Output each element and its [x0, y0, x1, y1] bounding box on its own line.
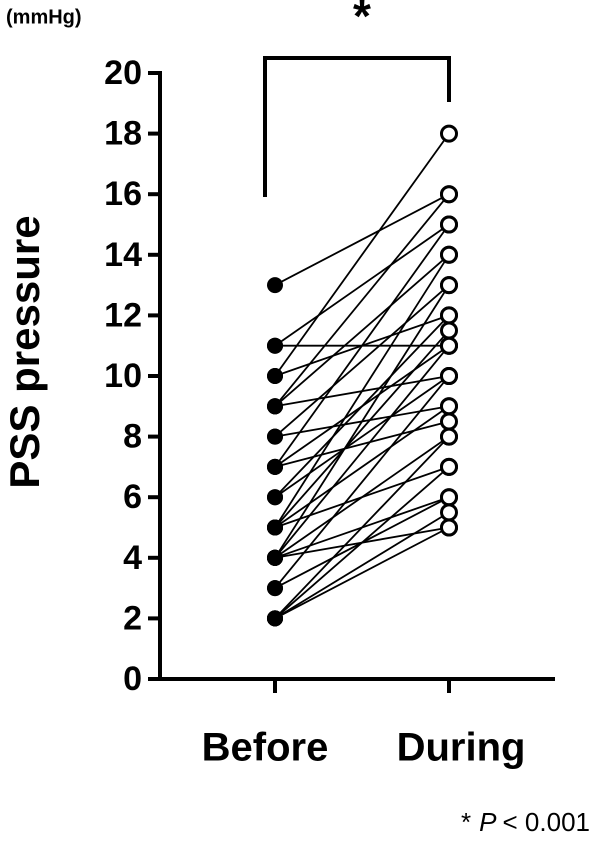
y-tick-label: 8: [123, 418, 142, 456]
pair-line: [274, 435, 450, 620]
x-tick-label: During: [397, 726, 526, 770]
footnote-p: P: [479, 807, 497, 837]
y-tick-label: 0: [123, 660, 142, 698]
unit-label: (mmHg): [6, 6, 82, 28]
pair-line: [274, 254, 450, 528]
during-point: [440, 518, 458, 537]
before-point: [267, 277, 283, 294]
pair-line: [274, 223, 450, 468]
significance-mark: *: [353, 0, 371, 42]
pair-line: [274, 420, 450, 468]
during-point: [440, 367, 458, 385]
pair-line: [274, 193, 450, 286]
before-point: [267, 580, 283, 597]
before-point: [267, 368, 283, 384]
during-point: [440, 306, 458, 325]
pair-line: [274, 284, 450, 559]
pair-line: [274, 466, 450, 620]
y-tick-label: 16: [104, 175, 142, 213]
y-tick-label: 20: [104, 54, 142, 92]
pair-line: [274, 405, 450, 529]
pair-line: [274, 133, 450, 377]
pair-line: [274, 193, 450, 407]
pair-line: [274, 314, 450, 498]
before-point: [267, 428, 283, 445]
pair-line: [274, 223, 450, 347]
y-tick-label: 10: [104, 357, 142, 395]
during-point: [440, 503, 458, 522]
significance-bracket: [263, 56, 451, 197]
during-point: [440, 124, 458, 143]
footnote: * P < 0.001: [461, 807, 590, 837]
during-point: [440, 397, 458, 416]
footnote-rest: < 0.001: [503, 807, 590, 837]
pair-line: [274, 511, 450, 620]
before-point: [267, 458, 283, 475]
y-tick-label: 6: [123, 478, 142, 516]
pair-line: [274, 375, 450, 498]
pair-line: [274, 526, 450, 620]
before-point: [267, 519, 283, 536]
y-tick-label: 4: [123, 539, 142, 577]
pair-line: [274, 254, 450, 407]
during-point: [440, 321, 458, 340]
during-point: [440, 185, 458, 204]
pair-line: [274, 435, 450, 559]
during-point: [440, 276, 458, 295]
pair-line: [274, 375, 450, 589]
during-point: [440, 427, 458, 446]
before-point: [267, 337, 283, 354]
pair-line: [274, 284, 450, 438]
y-tick-label: 14: [104, 236, 142, 274]
y-axis-label: PSS pressure: [1, 215, 48, 488]
before-point: [267, 549, 283, 566]
during-point: [440, 457, 458, 476]
pair-line: [274, 345, 450, 559]
before-point: [267, 489, 283, 506]
during-point: [440, 336, 458, 355]
y-tick-label: 12: [104, 296, 142, 334]
x-tick-label: Before: [202, 726, 329, 770]
during-point: [440, 412, 458, 431]
footnote-star: *: [461, 807, 471, 837]
pair-line: [274, 329, 450, 529]
during-point: [440, 215, 458, 234]
before-point: [267, 398, 283, 415]
before-point: [267, 610, 283, 627]
during-point: [440, 245, 458, 264]
y-tick-label: 2: [123, 599, 142, 637]
during-point: [440, 488, 458, 507]
y-tick-label: 18: [104, 115, 142, 153]
